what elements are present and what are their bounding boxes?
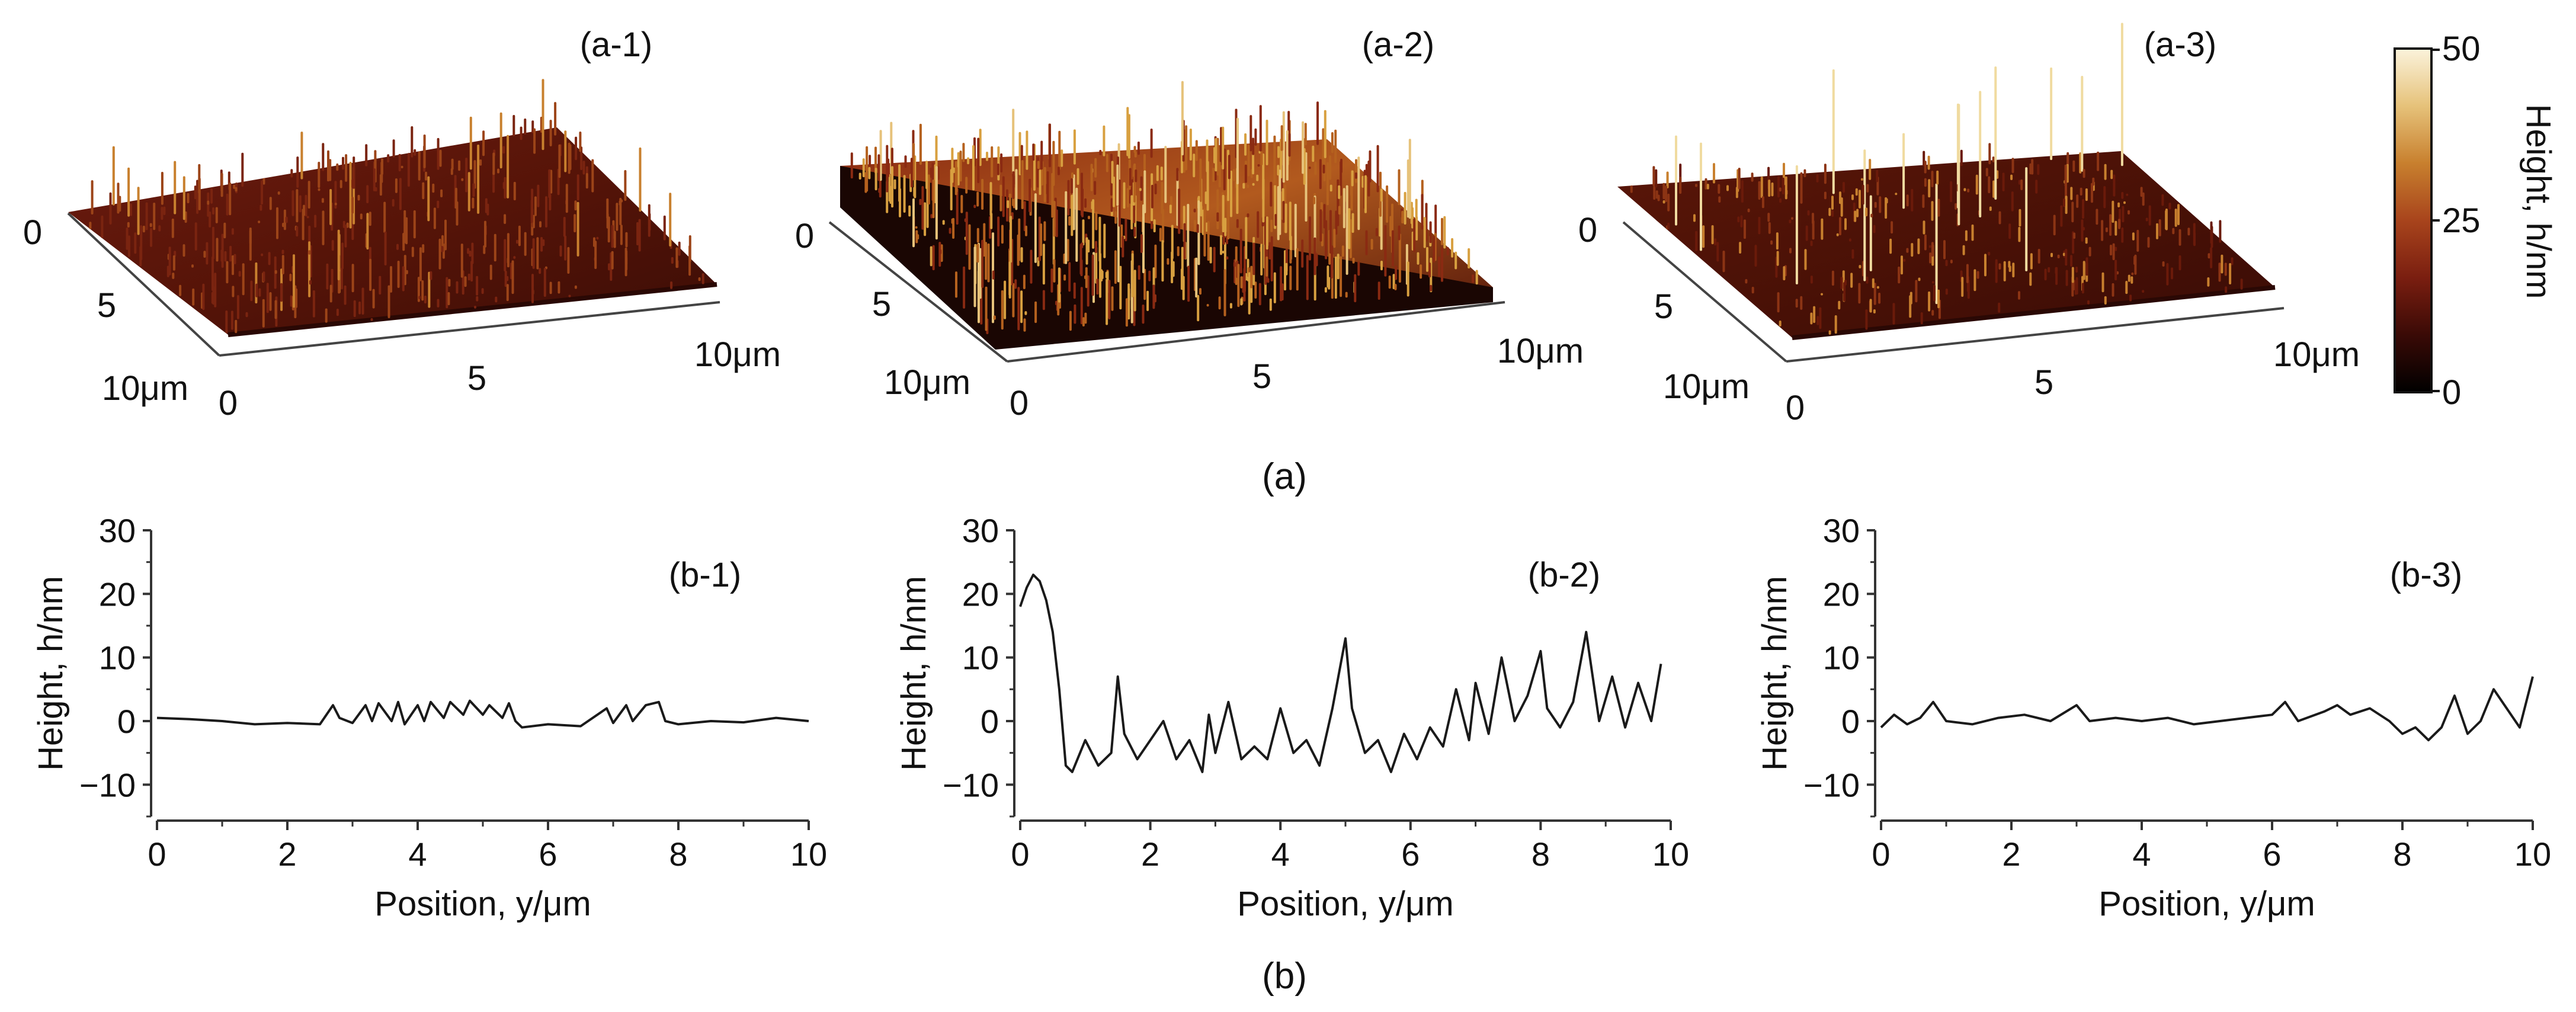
y-tick-label: 30 bbox=[99, 512, 136, 549]
x-axis-label: Position, y/μm bbox=[1237, 885, 1453, 923]
axis-y-a3 bbox=[1622, 221, 1787, 363]
y-tick-label: 0 bbox=[117, 703, 136, 740]
section-b-label: (b) bbox=[1262, 956, 1307, 997]
x-tick-label: 10 bbox=[790, 835, 827, 873]
x-tick-label: 8 bbox=[669, 835, 687, 873]
x-tick-a1-0: 0 bbox=[219, 384, 238, 422]
y-tick-label: 30 bbox=[1823, 512, 1860, 549]
y-tick-label: 10 bbox=[962, 639, 999, 677]
y-tick-label: 10 bbox=[99, 639, 136, 677]
x-tick-a1-10: 10μm bbox=[694, 335, 781, 374]
y-tick-a3-5: 5 bbox=[1654, 287, 1673, 326]
x-tick-label: 4 bbox=[2132, 835, 2151, 873]
x-axis-label: Position, y/μm bbox=[2098, 885, 2315, 923]
y-tick-label: −10 bbox=[1803, 766, 1860, 803]
colorbar-tick-0: 0 bbox=[2442, 373, 2461, 412]
profile-title: (b-2) bbox=[1528, 556, 1600, 594]
surface-title-a2: (a-2) bbox=[1362, 25, 1434, 64]
y-tick-a1-0: 0 bbox=[23, 213, 42, 252]
x-tick-label: 4 bbox=[408, 835, 427, 873]
profile-line bbox=[1019, 574, 1662, 773]
colorbar-label: Height, h/nm bbox=[2519, 104, 2558, 299]
y-tick-label: 0 bbox=[1841, 703, 1860, 740]
x-tick-a2-5: 5 bbox=[1252, 357, 1271, 396]
y-tick-label: 20 bbox=[99, 575, 136, 613]
x-tick-a3-0: 0 bbox=[1786, 389, 1805, 427]
x-tick-a3-5: 5 bbox=[2034, 363, 2053, 402]
x-tick-label: 2 bbox=[278, 835, 296, 873]
x-tick-label: 8 bbox=[1531, 835, 1550, 873]
x-tick-label: 2 bbox=[2002, 835, 2020, 873]
y-tick-a3-10: 10μm bbox=[1663, 367, 1750, 406]
axis-y-a1 bbox=[67, 212, 220, 357]
y-tick-a2-10: 10μm bbox=[884, 363, 970, 402]
surface-front-edge-a1 bbox=[228, 282, 717, 337]
x-tick-label: 8 bbox=[2393, 835, 2411, 873]
x-tick-label: 10 bbox=[1652, 835, 1689, 873]
y-tick-label: −10 bbox=[943, 766, 999, 803]
profile-chart-2: −10 0 10 20 30 0 2 4 6 8 10 Position, y/μm Height, h… bbox=[895, 512, 1689, 923]
profile-chart-3: −10 0 10 20 30 0 2 4 6 8 10 Position, y/μm Height, h… bbox=[1755, 512, 2551, 923]
surface-front-edge-a3 bbox=[1792, 285, 2276, 340]
surface-top-a1 bbox=[68, 127, 717, 335]
y-tick-a3-0: 0 bbox=[1578, 211, 1597, 249]
profile-title: (b-1) bbox=[669, 556, 741, 594]
x-tick-label: 6 bbox=[1401, 835, 1420, 873]
axis-x-a2 bbox=[1007, 301, 1505, 363]
y-tick-label: 20 bbox=[962, 575, 999, 613]
axis-x-a3 bbox=[1786, 307, 2285, 363]
x-tick-a2-10: 10μm bbox=[1497, 332, 1584, 370]
x-tick-a3-10: 10μm bbox=[2273, 335, 2360, 374]
x-tick-label: 6 bbox=[539, 835, 557, 873]
x-tick-label: 10 bbox=[2514, 835, 2551, 873]
y-tick-label: 20 bbox=[1823, 575, 1860, 613]
y-tick-label: 10 bbox=[1823, 639, 1860, 677]
y-tick-label: 30 bbox=[962, 512, 999, 549]
x-tick-label: 0 bbox=[1872, 835, 1890, 873]
surface-panel-a3: (a-3) 0 5 10μm 0 5 10μm bbox=[1578, 23, 2360, 427]
x-tick-label: 0 bbox=[148, 835, 166, 873]
surface-spikes-a1 bbox=[89, 79, 704, 334]
surface-top-a3 bbox=[1617, 151, 2275, 338]
x-tick-a2-0: 0 bbox=[1010, 384, 1029, 422]
x-tick-label: 0 bbox=[1011, 835, 1029, 873]
colorbar-tick-25: 25 bbox=[2442, 201, 2481, 240]
y-tick-label: 0 bbox=[981, 703, 999, 740]
surface-panel-a1: (a-1) 0 5 10μm 0 5 10μm bbox=[23, 25, 781, 422]
colorbar: 50 25 0 Height, h/nm bbox=[2394, 30, 2558, 412]
surface-title-a1: (a-1) bbox=[580, 25, 652, 64]
profile-line bbox=[156, 699, 809, 729]
profile-line bbox=[1880, 676, 2534, 742]
x-tick-label: 6 bbox=[2263, 835, 2281, 873]
surface-title-a3: (a-3) bbox=[2144, 25, 2216, 64]
y-axis-label: Height, h/nm bbox=[895, 576, 933, 771]
colorbar-gradient bbox=[2394, 47, 2433, 393]
y-axis-label: Height, h/nm bbox=[1755, 576, 1794, 771]
surface-spikes-a2 bbox=[850, 81, 1478, 334]
y-axis-label: Height, h/nm bbox=[31, 576, 70, 771]
x-axis-label: Position, y/μm bbox=[374, 885, 591, 923]
axis-y-a2 bbox=[828, 221, 1008, 363]
y-tick-a2-5: 5 bbox=[872, 285, 891, 324]
y-tick-label: −10 bbox=[79, 766, 136, 803]
y-tick-a2-0: 0 bbox=[795, 217, 814, 255]
y-tick-a1-5: 5 bbox=[97, 286, 116, 325]
surface-panel-a2: (a-2) 0 5 10μm 0 5 10μm bbox=[795, 25, 1584, 422]
axis-x-a1 bbox=[219, 301, 720, 357]
x-tick-label: 4 bbox=[1271, 835, 1290, 873]
colorbar-tick-50: 50 bbox=[2442, 30, 2481, 68]
x-tick-a1-5: 5 bbox=[467, 359, 486, 398]
y-tick-a1-10: 10μm bbox=[102, 369, 188, 408]
profile-chart-1: −10 0 10 20 30 0 2 4 6 8 10 Position, y/μm Height, h… bbox=[31, 512, 827, 923]
surface-spikes-a3 bbox=[1630, 23, 2243, 335]
profile-title: (b-3) bbox=[2390, 556, 2462, 594]
section-a-label: (a) bbox=[1262, 456, 1307, 497]
x-tick-label: 2 bbox=[1141, 835, 1159, 873]
